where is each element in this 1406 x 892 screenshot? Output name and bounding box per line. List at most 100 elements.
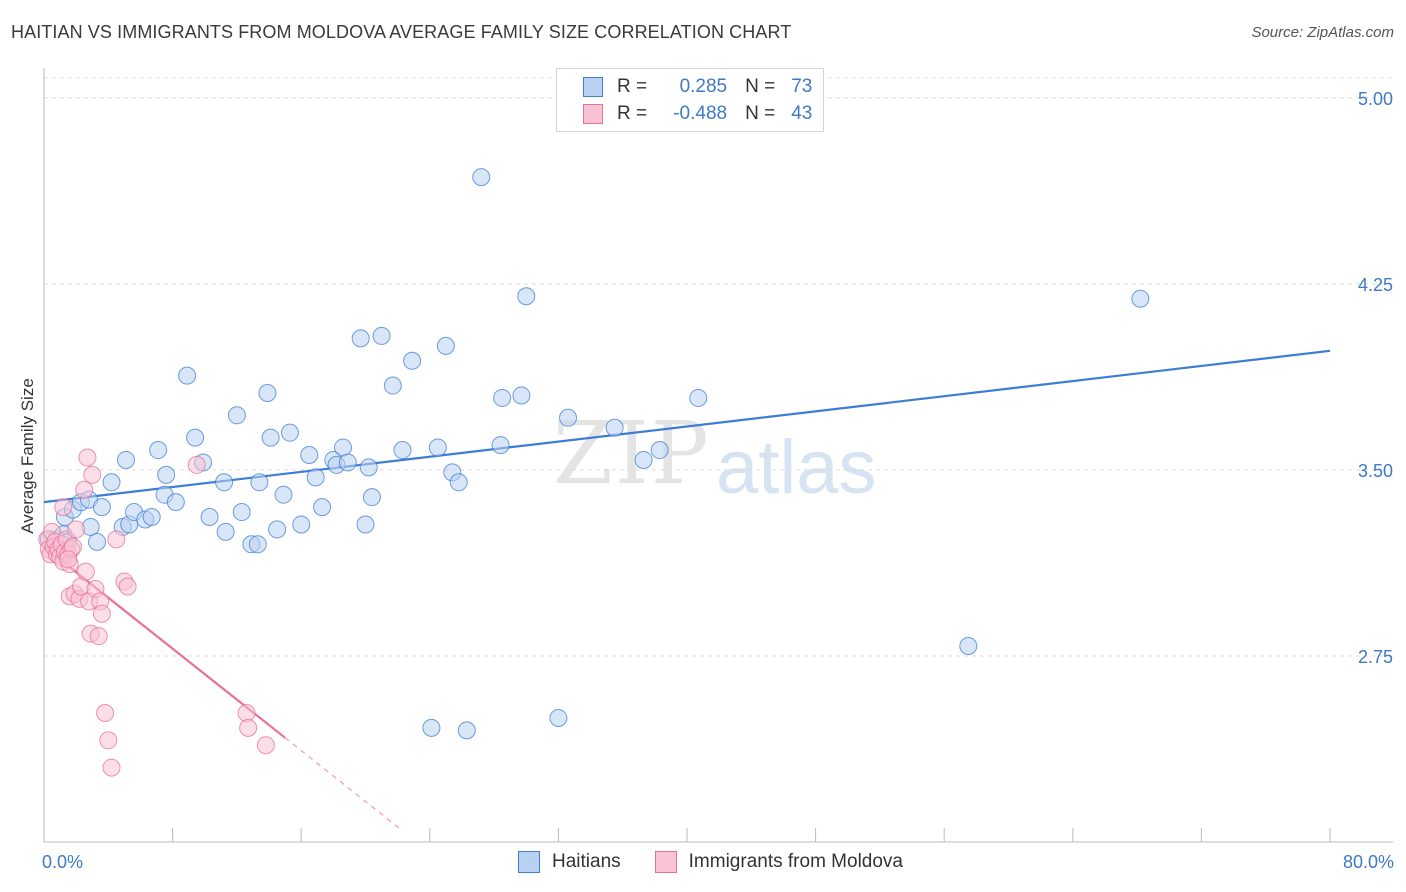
haitian-point (102, 473, 121, 492)
haitian-point (559, 408, 578, 427)
legend-swatch-haitians (583, 77, 603, 97)
haitian-point (215, 473, 234, 492)
n-label: N = (745, 76, 776, 97)
haitian-point (186, 428, 205, 447)
moldova-point (89, 627, 108, 646)
haitian-point (605, 418, 624, 437)
haitian-point (383, 376, 402, 395)
correlation-legend: R = 0.285 N = 73 R = -0.488 N = 43 (556, 68, 824, 132)
haitian-point (227, 406, 246, 425)
moldova-trend-extension (284, 737, 403, 832)
legend-item-haitians[interactable]: Haitians (518, 851, 621, 873)
haitian-point (512, 386, 531, 405)
haitian-point (428, 438, 447, 457)
haitian-point (1131, 289, 1150, 308)
y-tick-label: 4.25 (1358, 275, 1393, 295)
moldova-point (107, 530, 126, 549)
haitian-point (393, 441, 412, 460)
r-label: R = (617, 103, 648, 124)
haitian-point (403, 351, 422, 370)
haitian-point (650, 441, 669, 460)
haitian-point (351, 329, 370, 348)
haitian-point (449, 473, 468, 492)
legend-label-moldova: Immigrants from Moldova (688, 851, 903, 872)
moldova-point (75, 480, 94, 499)
moldova-point (96, 704, 115, 722)
haitian-point (216, 522, 235, 541)
moldova-point (78, 448, 97, 467)
haitian-point (92, 498, 111, 517)
x-tick-min: 0.0% (42, 852, 84, 872)
haitian-point (313, 498, 332, 517)
haitian-point (436, 336, 455, 355)
moldova-point (239, 718, 258, 737)
n-label: N = (745, 103, 776, 124)
haitian-point (178, 366, 197, 385)
haitian-point (258, 383, 277, 402)
haitian-point (689, 388, 708, 407)
data-points (38, 168, 1150, 777)
haitian-point (338, 453, 357, 472)
haitian-point (493, 388, 512, 407)
legend-label-haitians: Haitians (552, 851, 621, 872)
haitian-point (232, 503, 251, 522)
haitian-point (268, 520, 287, 539)
haitian-point (292, 515, 311, 534)
haitian-point (142, 508, 161, 527)
y-tick-label: 3.50 (1358, 461, 1393, 481)
haitian-point (149, 441, 168, 460)
watermark-zip: ZIP (553, 404, 711, 504)
y-tick-label: 2.75 (1358, 647, 1393, 667)
moldova-point (83, 465, 102, 484)
axes (43, 68, 1393, 843)
moldova-point (92, 604, 111, 623)
haitian-point (300, 446, 319, 464)
haitian-point (261, 428, 280, 447)
haitian-point (549, 708, 568, 727)
legend-row-moldova: R = -0.488 N = 43 (583, 101, 812, 127)
haitian-point (306, 468, 325, 487)
moldova-point (59, 550, 78, 569)
watermark-atlas: atlas (716, 425, 877, 510)
haitian-point (157, 465, 176, 484)
haitian-point (200, 508, 219, 527)
n-value-haitians: 73 (791, 76, 813, 97)
moldova-point (256, 736, 275, 755)
haitian-point (280, 423, 299, 442)
moldova-point (67, 520, 86, 539)
chart-title: HAITIAN VS IMMIGRANTS FROM MOLDOVA AVERA… (11, 22, 792, 42)
y-tick-label: 5.00 (1358, 89, 1393, 109)
haitian-point (274, 485, 293, 504)
haitian-point (634, 450, 653, 469)
series-legend: Haitians Immigrants from Moldova (518, 851, 937, 873)
n-value-moldova: 43 (791, 103, 813, 124)
haitian-point (116, 450, 135, 469)
haitian-point (959, 637, 978, 656)
r-value-moldova: -0.488 (673, 103, 728, 124)
haitian-trend-line (43, 349, 1331, 504)
haitian-point (356, 515, 375, 534)
moldova-point (102, 758, 121, 777)
moldova-point (76, 562, 95, 581)
haitian-point (491, 436, 510, 455)
haitian-point (248, 535, 267, 554)
moldova-point (99, 731, 118, 750)
legend-item-moldova[interactable]: Immigrants from Moldova (654, 851, 903, 873)
r-value-haitians: 0.285 (679, 76, 728, 97)
haitian-point (88, 532, 107, 551)
haitian-point (362, 488, 381, 507)
moldova-point (118, 577, 137, 596)
haitian-point (359, 458, 378, 477)
moldova-point (54, 498, 73, 517)
legend-row-haitians: R = 0.285 N = 73 (583, 74, 812, 100)
moldova-point (187, 455, 206, 474)
legend-swatch-moldova (654, 851, 677, 873)
haitian-point (422, 718, 441, 737)
legend-swatch-haitians (518, 851, 540, 873)
x-tick-max: 80.0% (1342, 852, 1394, 872)
haitian-point (457, 721, 476, 740)
haitian-point (372, 326, 391, 345)
y-axis-label: Average Family Size (18, 378, 37, 534)
haitian-point (250, 473, 269, 492)
